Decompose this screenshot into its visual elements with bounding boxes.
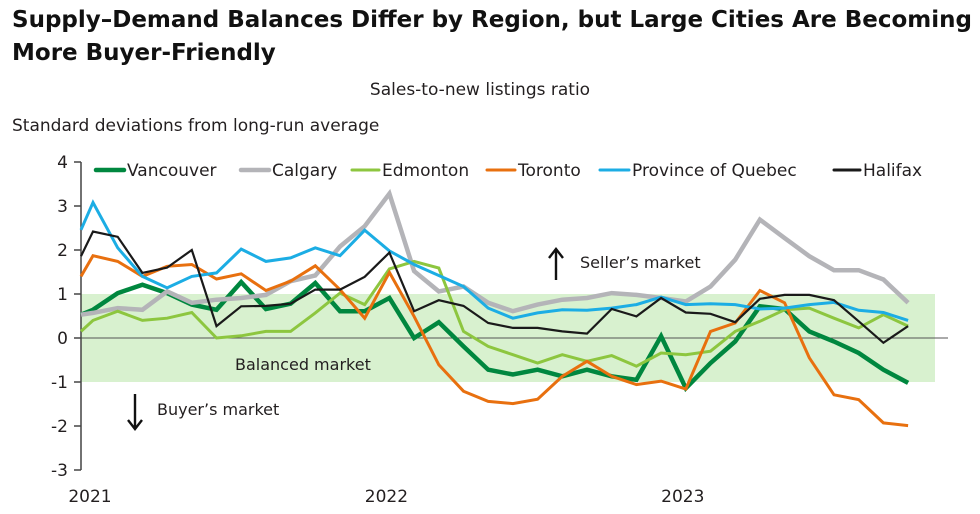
up-arrow-icon <box>548 247 564 280</box>
legend-label: Edmonton <box>382 161 469 181</box>
x-tick-label: 2023 <box>661 487 704 507</box>
y-tick-label: -1 <box>51 373 68 393</box>
legend-label: Province of Quebec <box>632 161 797 181</box>
legend-item: Calgary <box>238 161 337 181</box>
legend-label: Calgary <box>272 161 337 181</box>
legend-item: Toronto <box>485 161 581 181</box>
chart-title: Supply–Demand Balances Differ by Region,… <box>12 7 972 66</box>
y-tick-label: 0 <box>57 329 68 349</box>
series-line-province-of-quebec <box>79 199 909 322</box>
legend-label: Vancouver <box>127 161 217 181</box>
legend-label: Toronto <box>517 161 581 181</box>
legend: Vancouver Calgary Edmonton Toronto Province … <box>93 161 922 181</box>
legend-item: Vancouver <box>93 161 217 181</box>
y-tick-label: 2 <box>57 241 68 261</box>
seller-market-annotation: Seller’s market <box>548 247 701 280</box>
y-tick-label: -3 <box>51 461 68 481</box>
series-line-edmonton <box>79 259 909 368</box>
seller-market-label: Seller’s market <box>580 253 701 272</box>
chart-subtitle: Sales-to-new listings ratio <box>369 80 591 100</box>
legend-item: Province of Quebec <box>598 161 797 181</box>
y-tick-label: 1 <box>57 285 68 305</box>
balanced-market-label: Balanced market <box>235 355 371 374</box>
y-tick-label: -2 <box>51 417 68 437</box>
series-lines <box>79 188 910 428</box>
x-tick-label: 2021 <box>68 487 111 507</box>
x-tick-label: 2022 <box>365 487 408 507</box>
y-tick-label: 4 <box>57 153 68 173</box>
buyer-market-label: Buyer’s market <box>157 400 279 419</box>
down-arrow-icon <box>127 394 143 431</box>
legend-item: Halifax <box>832 161 922 181</box>
legend-label: Halifax <box>863 161 922 181</box>
legend-item: Edmonton <box>350 161 469 181</box>
y-axis-label: Standard deviations from long-run averag… <box>12 116 380 136</box>
buyer-market-annotation: Buyer’s market <box>127 394 279 431</box>
x-ticks: 2021 2022 2023 <box>68 487 704 507</box>
series-line-halifax <box>80 230 909 345</box>
y-tick-label: 3 <box>57 197 68 217</box>
y-ticks: 4 3 2 1 0 -1 -2 -3 <box>51 153 81 481</box>
